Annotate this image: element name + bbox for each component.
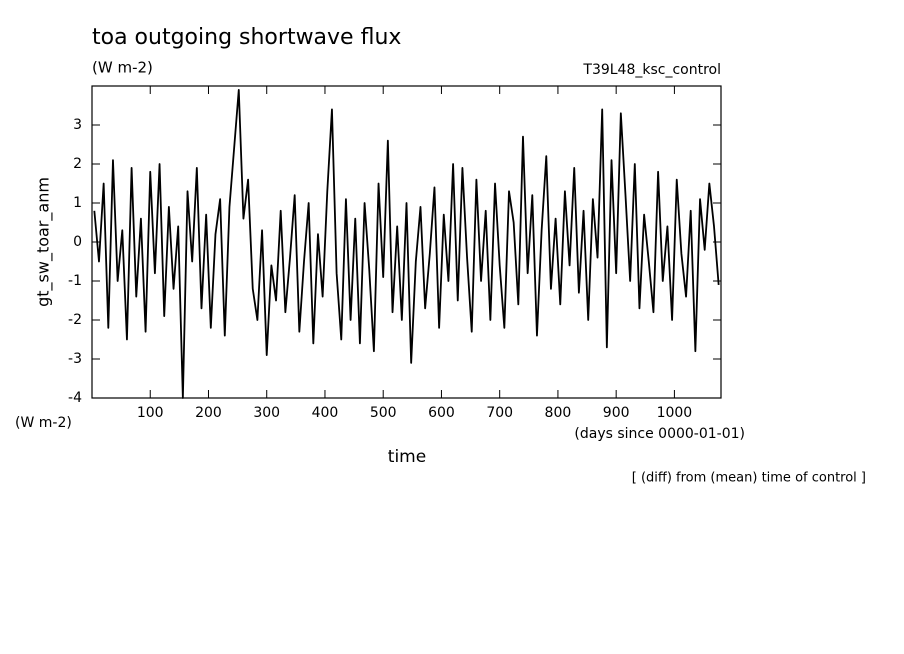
- y-tick-label: -4: [68, 390, 82, 406]
- x-tick-label: 1000: [657, 405, 693, 421]
- x-tick-label: 700: [486, 405, 513, 421]
- run-label: T39L48_ksc_control: [582, 62, 721, 78]
- x-tick-label: 100: [137, 405, 164, 421]
- x-tick-label: 200: [195, 405, 222, 421]
- chart-title: toa outgoing shortwave flux: [92, 25, 401, 50]
- y-tick-label: 0: [73, 234, 82, 250]
- data-line: [93, 89, 720, 399]
- x-tick-label: 300: [253, 405, 280, 421]
- y-tick-label: 3: [73, 117, 82, 133]
- y-tick-label: 2: [73, 156, 82, 172]
- y-units: (W m-2): [15, 415, 72, 431]
- x-tick-label: 600: [428, 405, 455, 421]
- note: [ (diff) from (mean) time of control ]: [632, 471, 866, 486]
- x-tick-label: 400: [312, 405, 339, 421]
- y-tick-label: -2: [68, 312, 82, 328]
- y-tick-label: 1: [73, 195, 82, 211]
- x-units: (days since 0000-01-01): [574, 426, 745, 442]
- y-axis-label: gt_sw_toar_anm: [34, 177, 54, 307]
- chart-subtitle: (W m-2): [92, 59, 153, 77]
- y-tick-label: -3: [68, 351, 82, 367]
- x-axis-label: time: [388, 447, 426, 467]
- y-tick-label: -1: [68, 273, 82, 289]
- x-tick-label: 500: [370, 405, 397, 421]
- x-tick-label: 900: [603, 405, 630, 421]
- x-tick-label: 800: [545, 405, 572, 421]
